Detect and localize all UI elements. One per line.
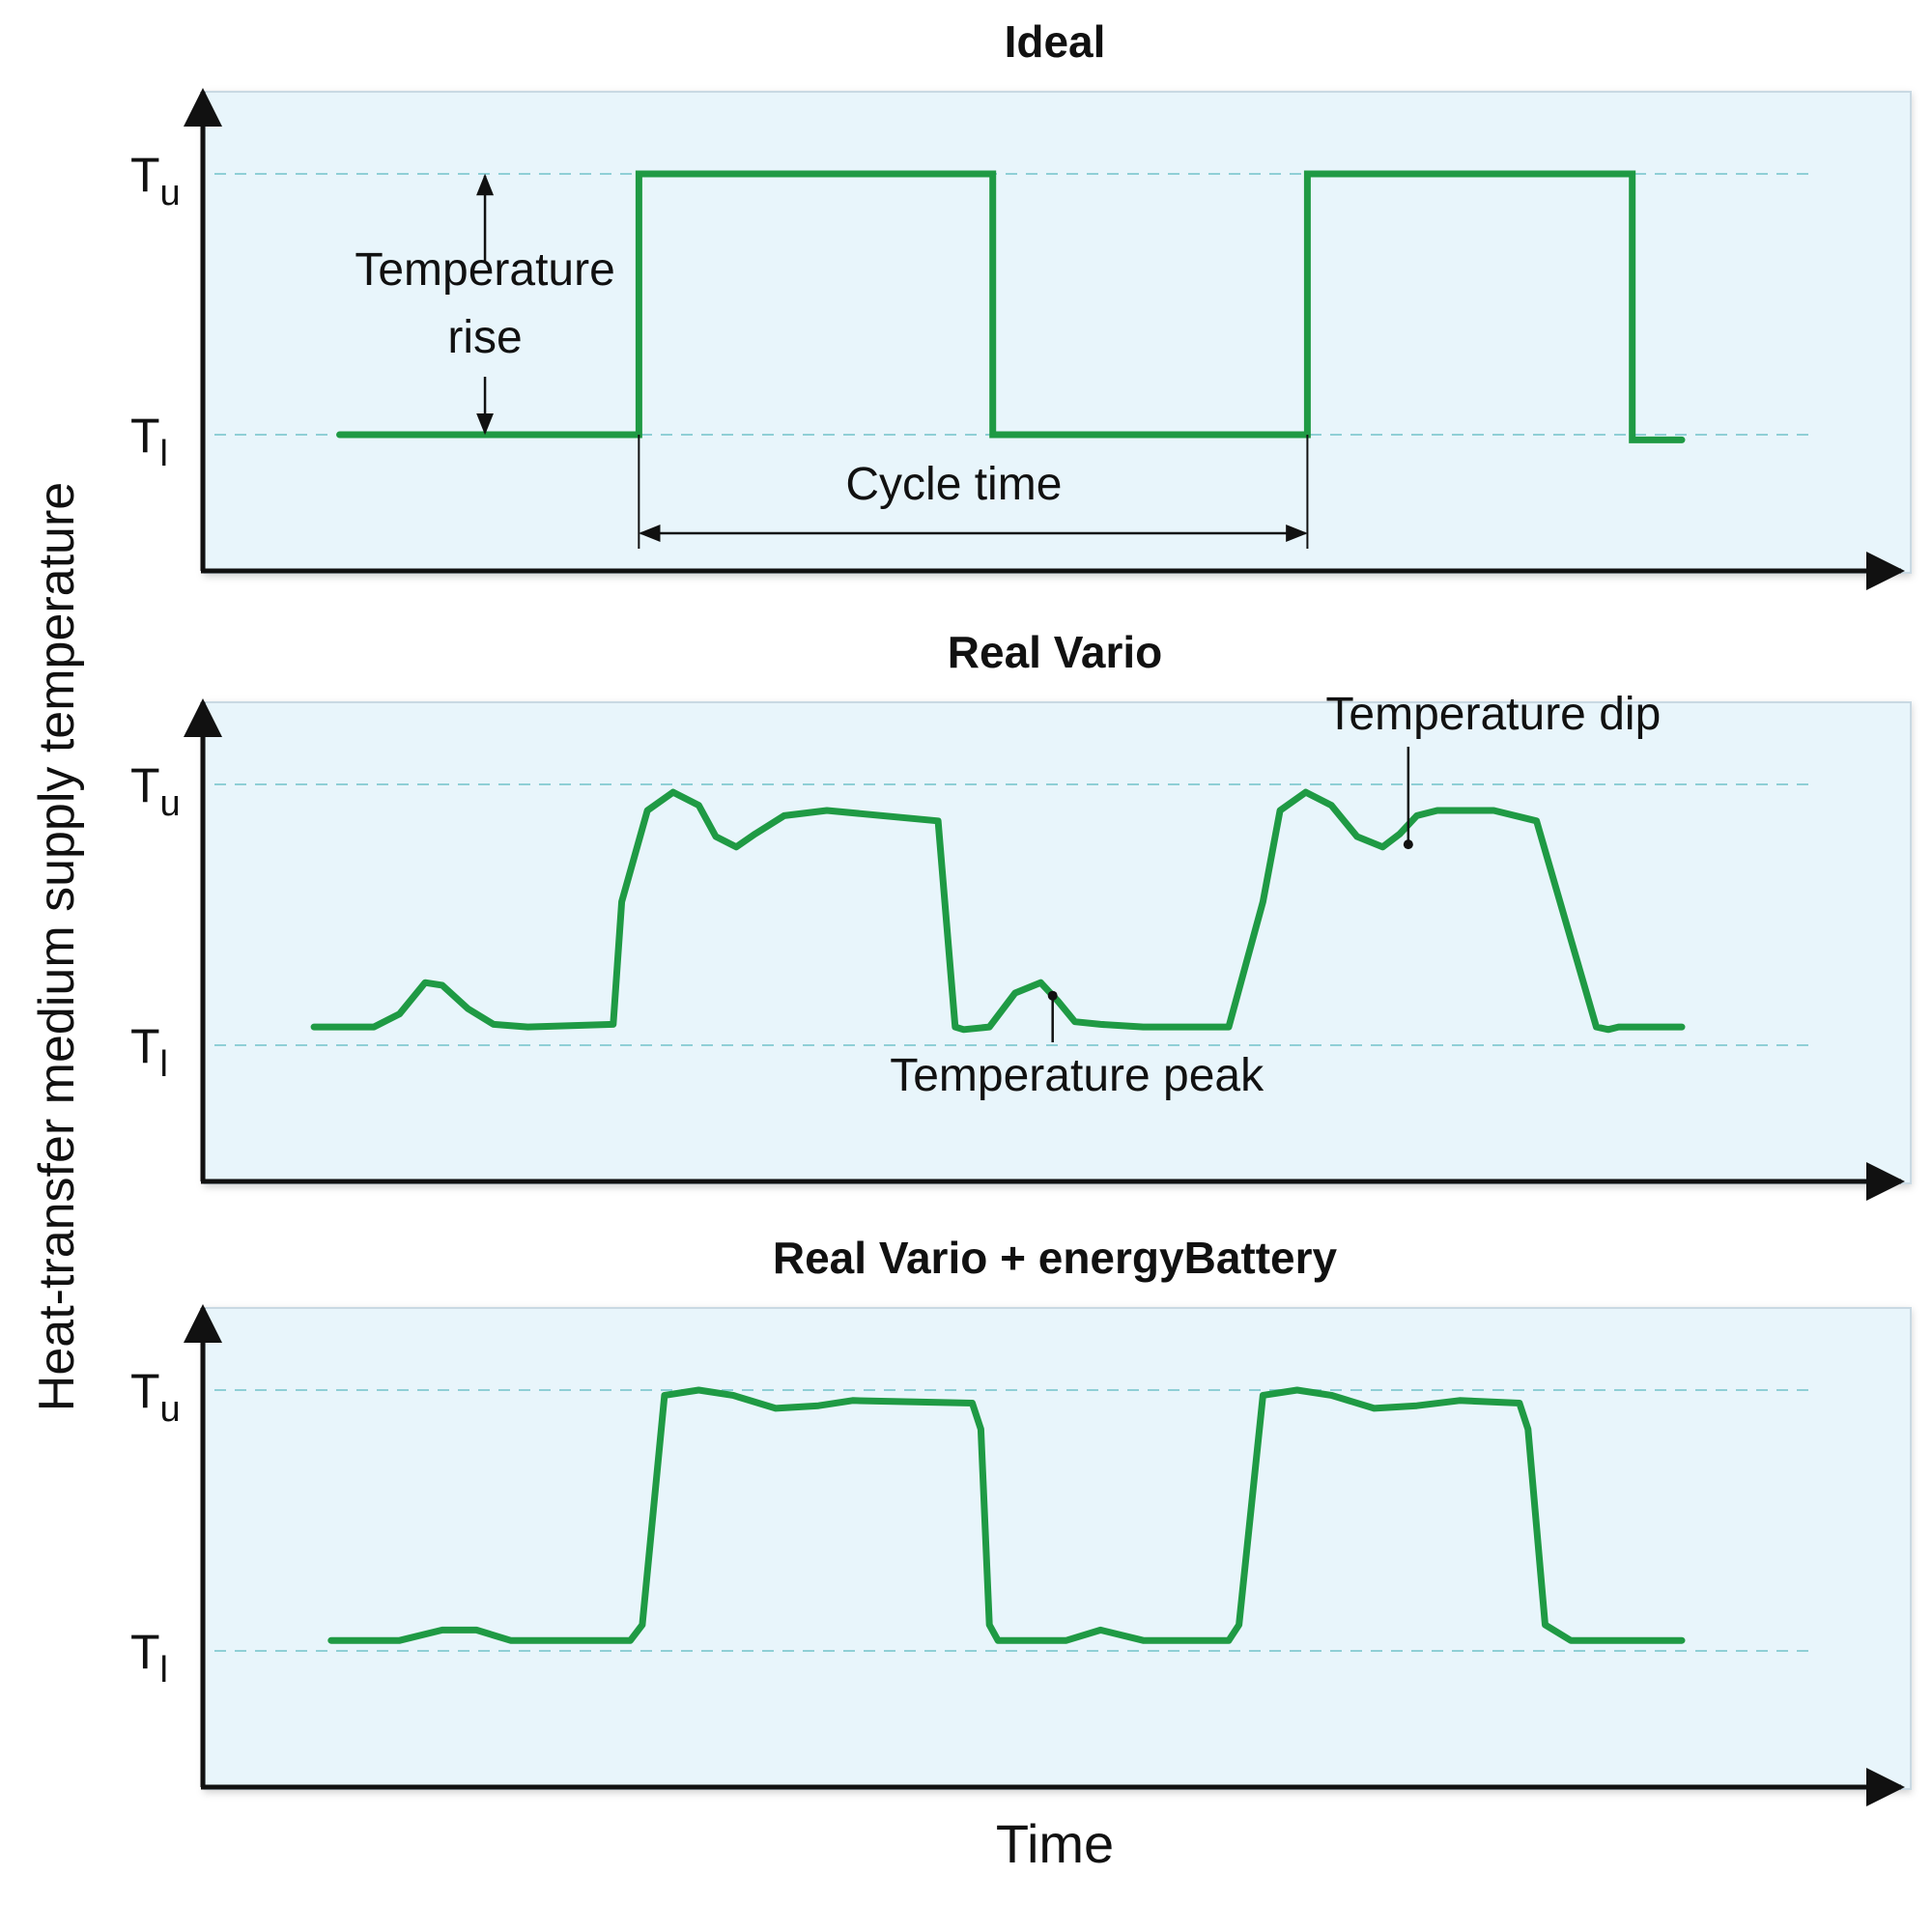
annotation-label: Cycle time [845, 459, 1062, 510]
annotation-label: Temperature [355, 244, 614, 296]
panel-title: Ideal [1005, 16, 1106, 67]
annotation-pointer: Temperature dip [1325, 689, 1661, 850]
annotation-label: Temperature dip [1325, 689, 1661, 740]
series-line [336, 170, 1686, 443]
panel-title: Real Vario [948, 627, 1162, 677]
panel-background [204, 1307, 1912, 1790]
annotation-label: Temperature peak [890, 1050, 1264, 1101]
panel-2: Real Vario Tu Tl Temperature dip Temperature… [130, 627, 1912, 1201]
y-tick-label: Tl [130, 409, 168, 474]
panel-3: Real Vario + energyBattery Tu Tl [130, 1233, 1912, 1806]
panel-title: Real Vario + energyBattery [773, 1233, 1338, 1283]
y-tick-label: Tl [130, 1625, 168, 1690]
y-tick-label: Tl [130, 1019, 168, 1085]
annotation-pointer: Temperature peak [890, 990, 1264, 1101]
y-tick-label: Tu [130, 758, 181, 824]
y-axis-label: Heat-transfer medium supply temperature [29, 482, 85, 1411]
series-line [327, 1386, 1686, 1644]
annotation-vertical-double-arrow: Temperature rise [355, 173, 615, 436]
y-tick-label: Tu [130, 148, 181, 213]
series-line [310, 788, 1686, 1034]
panel-1: Ideal Tu Tl Temperature rise Cycle time [130, 16, 1912, 590]
annotation-horizontal-double-arrow: Cycle time [638, 435, 1309, 549]
x-axis-label: Time [996, 1813, 1114, 1874]
annotation-label: rise [447, 312, 522, 363]
y-tick-label: Tu [130, 1364, 181, 1430]
panel-background [204, 701, 1912, 1184]
